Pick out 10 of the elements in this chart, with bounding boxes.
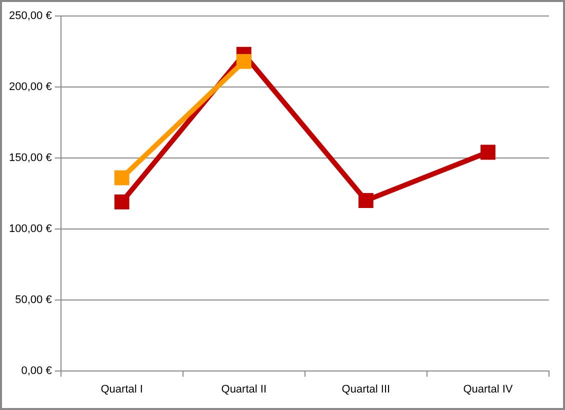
y-tick-label: 100,00 € bbox=[8, 222, 52, 235]
x-tick-label: Quartal III bbox=[342, 383, 390, 396]
y-tick-label: 150,00 € bbox=[8, 152, 52, 164]
x-tick-label: Quartal II bbox=[221, 383, 267, 396]
y-tick-label: 0,00 € bbox=[21, 364, 52, 377]
y-tick-label: 50,00 € bbox=[15, 294, 52, 306]
y-tick-label: 200,00 € bbox=[8, 80, 52, 93]
x-tick-label: Quartal IV bbox=[463, 383, 514, 396]
y-tick-label: 250,00 € bbox=[8, 10, 52, 22]
x-tick-label: Quartal I bbox=[100, 383, 143, 396]
